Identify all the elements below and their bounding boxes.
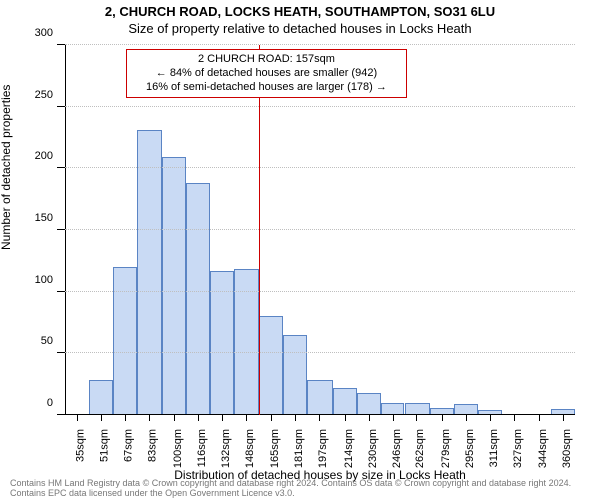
x-tick-label: 83sqm [146, 429, 158, 462]
y-tick [57, 229, 65, 230]
gridline [65, 352, 575, 353]
x-tick-label: 51sqm [98, 429, 110, 462]
gridline [65, 229, 575, 230]
y-tick [57, 414, 65, 415]
x-tick [466, 415, 467, 421]
x-tick [101, 415, 102, 421]
x-tick-label: 116sqm [196, 429, 208, 467]
x-tick-label: 165sqm [269, 429, 281, 468]
gridline [65, 106, 575, 107]
x-tick [539, 415, 540, 421]
x-tick-label: 181sqm [293, 429, 305, 468]
x-tick-label: 214sqm [343, 429, 355, 468]
y-tick [57, 106, 65, 107]
annotation-line: 2 CHURCH ROAD: 157sqm [131, 53, 402, 67]
x-tick-label: 67sqm [122, 429, 134, 462]
histogram-bar [357, 393, 381, 415]
x-tick-label: 311sqm [488, 429, 500, 467]
x-tick [490, 415, 491, 421]
x-tick [222, 415, 223, 421]
histogram-bar [89, 380, 113, 415]
plot-area: 05010015020025030035sqm51sqm67sqm83sqm10… [65, 45, 575, 415]
x-tick [416, 415, 417, 421]
gridline [65, 291, 575, 292]
x-tick-label: 262sqm [414, 429, 426, 468]
x-tick [319, 415, 320, 421]
y-tick-label: 250 [35, 89, 65, 101]
x-tick [442, 415, 443, 421]
annotation-line: ← 84% of detached houses are smaller (94… [131, 67, 402, 81]
x-tick-label: 148sqm [244, 429, 256, 468]
x-tick-label: 100sqm [172, 429, 184, 468]
y-tick-label: 200 [35, 150, 65, 162]
histogram-bar [210, 271, 234, 415]
histogram-bar [113, 267, 137, 415]
x-tick [563, 415, 564, 421]
annotation-line: 16% of semi-detached houses are larger (… [131, 81, 402, 95]
y-tick [57, 291, 65, 292]
x-tick [514, 415, 515, 421]
x-tick [246, 415, 247, 421]
y-tick [57, 167, 65, 168]
marker-line [259, 45, 260, 415]
x-tick [149, 415, 150, 421]
chart-container: 2, CHURCH ROAD, LOCKS HEATH, SOUTHAMPTON… [0, 0, 600, 500]
y-tick [57, 352, 65, 353]
x-tick-label: 295sqm [464, 429, 476, 468]
x-tick-label: 344sqm [537, 429, 549, 468]
x-tick-label: 360sqm [561, 429, 573, 468]
chart-subtitle: Size of property relative to detached ho… [0, 21, 600, 36]
histogram-bar [259, 316, 283, 415]
x-tick-label: 197sqm [317, 429, 329, 468]
y-axis-label: Number of detached properties [0, 85, 13, 250]
y-tick-label: 100 [35, 274, 65, 286]
x-tick-label: 279sqm [440, 429, 452, 468]
histogram-bar [137, 130, 162, 415]
y-tick-label: 50 [41, 335, 65, 347]
gridline [65, 44, 575, 45]
x-tick [345, 415, 346, 421]
y-tick-label: 300 [35, 27, 65, 39]
bars-layer [65, 45, 575, 415]
y-tick-label: 150 [35, 212, 65, 224]
x-tick [174, 415, 175, 421]
histogram-bar [333, 388, 357, 415]
y-axis [65, 45, 66, 415]
histogram-bar [307, 380, 332, 415]
gridline [65, 167, 575, 168]
x-tick-label: 35sqm [74, 429, 86, 462]
y-tick [57, 44, 65, 45]
x-tick [369, 415, 370, 421]
x-tick [271, 415, 272, 421]
chart-address: 2, CHURCH ROAD, LOCKS HEATH, SOUTHAMPTON… [0, 4, 600, 19]
x-tick-label: 327sqm [512, 429, 524, 468]
y-tick-label: 0 [47, 397, 65, 409]
histogram-bar [162, 157, 186, 415]
x-tick [393, 415, 394, 421]
annotation-box: 2 CHURCH ROAD: 157sqm← 84% of detached h… [126, 49, 407, 98]
histogram-bar [186, 183, 210, 415]
x-tick [77, 415, 78, 421]
x-tick [295, 415, 296, 421]
title-block: 2, CHURCH ROAD, LOCKS HEATH, SOUTHAMPTON… [0, 4, 600, 36]
x-tick-label: 132sqm [220, 429, 232, 468]
x-tick-label: 246sqm [390, 429, 402, 468]
x-tick [125, 415, 126, 421]
x-tick-label: 230sqm [367, 429, 379, 468]
footer-attribution: Contains HM Land Registry data © Crown c… [10, 478, 600, 498]
x-tick [198, 415, 199, 421]
histogram-bar [283, 335, 307, 415]
plot-inner: 05010015020025030035sqm51sqm67sqm83sqm10… [65, 45, 575, 415]
